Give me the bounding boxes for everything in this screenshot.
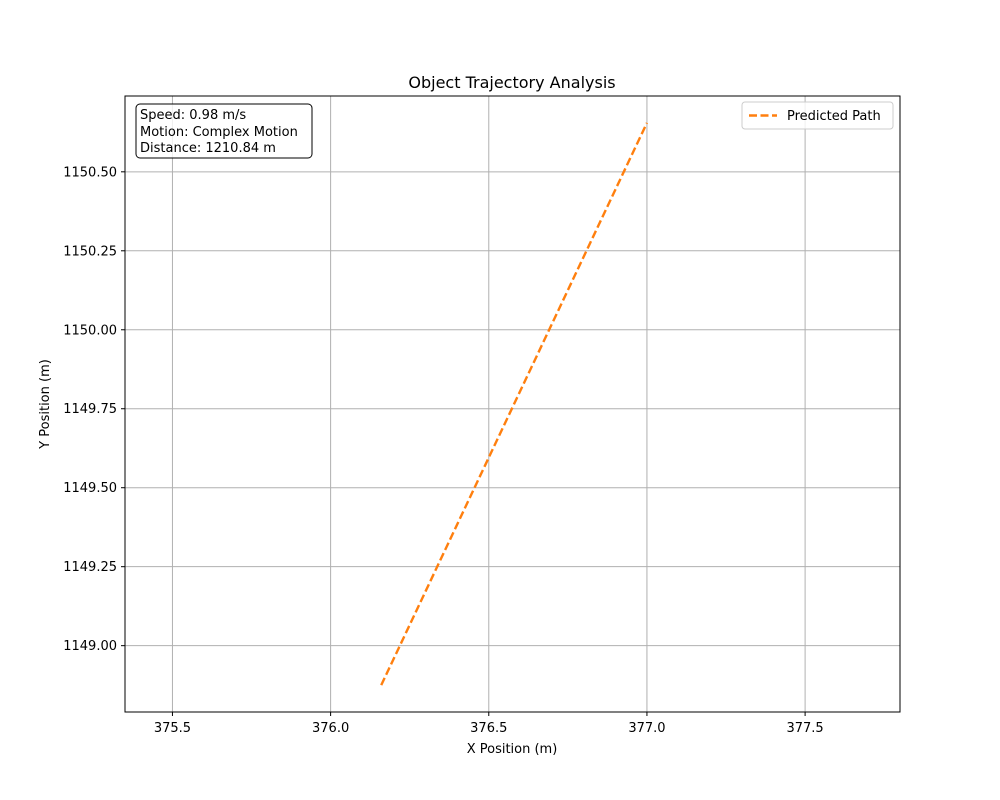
series-layer [380, 122, 649, 686]
y-tick-label: 1150.00 [63, 323, 117, 338]
grid [125, 96, 900, 712]
info-box: Speed: 0.98 m/s Motion: Complex Motion D… [135, 103, 313, 159]
y-tick-label: 1149.50 [63, 481, 117, 496]
chart-title: Object Trajectory Analysis [408, 73, 615, 92]
y-tick-label: 1149.00 [63, 639, 117, 654]
y-tick-label: 1150.50 [63, 165, 117, 180]
info-speed: Speed: 0.98 m/s [140, 108, 246, 123]
y-tick-label: 1150.25 [63, 244, 117, 259]
x-tick-label: 376.5 [470, 721, 507, 736]
x-tick-label: 377.5 [786, 721, 823, 736]
info-box-frame [135, 103, 313, 159]
y-axis-ticks: 1149.00 1149.25 1149.50 1149.75 1150.00 1150.… [63, 165, 125, 654]
x-axis-title: X Position (m) [467, 742, 558, 757]
x-tick-label: 377.0 [628, 721, 665, 736]
x-tick-label: 376.0 [312, 721, 349, 736]
plot-area-frame [124, 95, 901, 713]
legend: Predicted Path [741, 101, 894, 130]
y-tick-label: 1149.75 [63, 402, 117, 417]
info-distance: Distance: 1210.84 m [140, 141, 276, 156]
x-tick-label: 375.5 [154, 721, 191, 736]
legend-frame [741, 101, 894, 130]
y-axis-title: Y Position (m) [38, 359, 53, 450]
x-axis-ticks: 375.5 376.0 376.5 377.0 377.5 [154, 712, 824, 736]
series-line-predicted-path [380, 122, 649, 686]
legend-label-predicted-path: Predicted Path [787, 109, 881, 124]
info-motion: Motion: Complex Motion [140, 125, 298, 140]
y-tick-label: 1149.25 [63, 560, 117, 575]
